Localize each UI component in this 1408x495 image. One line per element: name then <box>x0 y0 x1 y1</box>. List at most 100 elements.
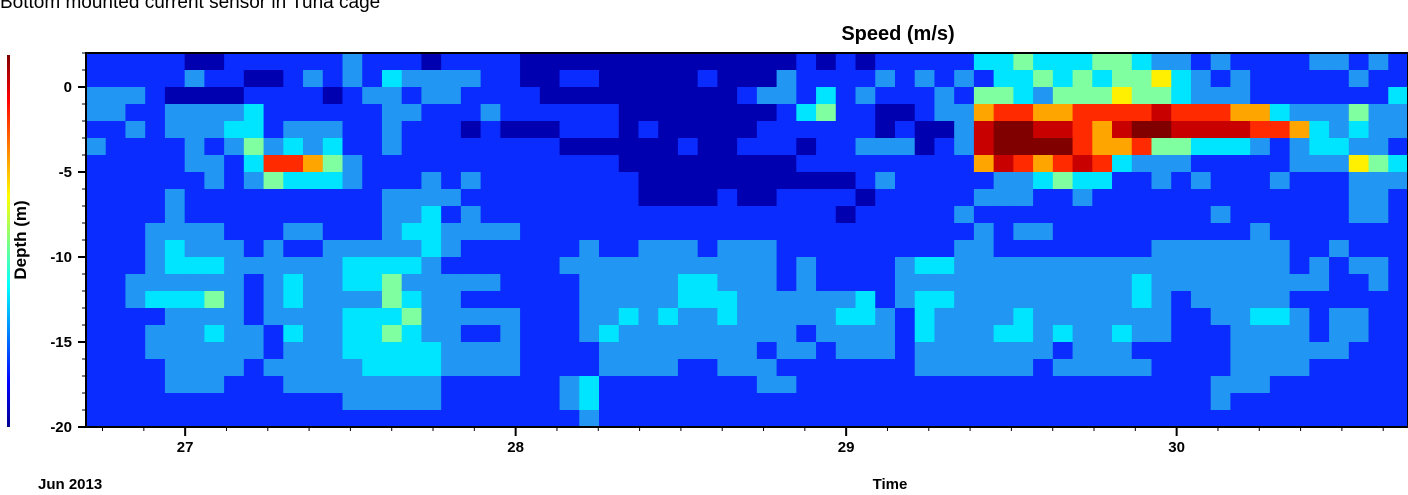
heatmap-cell <box>441 274 462 292</box>
heatmap-cell <box>381 87 403 105</box>
heatmap-cell <box>816 393 837 411</box>
heatmap-cell <box>283 223 304 241</box>
heatmap-cell <box>1131 274 1153 292</box>
heatmap-cell <box>914 376 936 394</box>
heatmap-cell <box>322 376 344 394</box>
heatmap-cell <box>993 342 1014 360</box>
heatmap-cell <box>599 87 620 105</box>
heatmap-cell <box>283 172 304 190</box>
heatmap-cell <box>1072 172 1093 190</box>
heatmap-cell <box>1388 121 1408 139</box>
heatmap-cell <box>1210 138 1232 156</box>
heatmap-cell <box>1348 155 1370 173</box>
heatmap-cell <box>796 359 817 377</box>
heatmap-cell <box>1052 70 1074 88</box>
heatmap-cell <box>184 138 205 156</box>
heatmap-cell <box>480 393 501 411</box>
heatmap-cell <box>717 70 738 88</box>
heatmap-cell <box>599 274 620 292</box>
heatmap-cell <box>855 325 876 343</box>
heatmap-cell <box>520 240 541 258</box>
heatmap-cell <box>1368 104 1389 122</box>
heatmap-cell <box>835 155 857 173</box>
heatmap-cell <box>1112 189 1133 207</box>
heatmap-cell <box>520 342 541 360</box>
heatmap-cell <box>1388 223 1408 241</box>
heatmap-cell <box>1131 172 1153 190</box>
heatmap-cell <box>480 189 501 207</box>
heatmap-cell <box>460 87 482 105</box>
heatmap-cell <box>1033 393 1054 411</box>
heatmap-cell <box>322 189 344 207</box>
heatmap-cell <box>875 308 896 326</box>
heatmap-cell <box>401 291 423 309</box>
heatmap-cell <box>1348 359 1370 377</box>
heatmap-cell <box>875 206 896 224</box>
heatmap-cell <box>381 325 403 343</box>
heatmap-cell <box>1289 291 1310 309</box>
heatmap-cell <box>697 138 718 156</box>
heatmap-cell <box>204 104 225 122</box>
heatmap-cell <box>914 393 936 411</box>
heatmap-cell <box>894 342 916 360</box>
heatmap-cell <box>224 121 245 139</box>
heatmap-cell <box>184 155 205 173</box>
heatmap-cell <box>145 274 166 292</box>
heatmap-cell <box>243 138 265 156</box>
heatmap-cell <box>993 393 1014 411</box>
heatmap-cell <box>816 308 837 326</box>
heatmap-cell <box>500 104 521 122</box>
heatmap-cell <box>441 206 462 224</box>
heatmap-cell <box>480 410 501 428</box>
heatmap-cell <box>993 53 1014 71</box>
heatmap-cell <box>1112 342 1133 360</box>
heatmap-cell <box>500 155 521 173</box>
heatmap-cell <box>697 70 718 88</box>
heatmap-cell <box>1131 121 1153 139</box>
heatmap-cell <box>1112 104 1133 122</box>
heatmap-cell <box>954 206 975 224</box>
heatmap-cell <box>1190 70 1212 88</box>
heatmap-cell <box>1052 274 1074 292</box>
heatmap-cell <box>480 206 501 224</box>
heatmap-cell <box>1250 206 1271 224</box>
heatmap-cell <box>184 393 205 411</box>
heatmap-cell <box>1190 376 1212 394</box>
heatmap-cell <box>1151 308 1172 326</box>
heatmap-cell <box>1072 53 1093 71</box>
heatmap-cell <box>677 155 699 173</box>
heatmap-cell <box>1289 376 1310 394</box>
heatmap-cell <box>835 376 857 394</box>
heatmap-cell <box>1269 342 1291 360</box>
heatmap-cell <box>1388 359 1408 377</box>
heatmap-cell <box>796 291 817 309</box>
heatmap-cell <box>697 376 718 394</box>
heatmap-cell <box>303 223 324 241</box>
heatmap-cell <box>677 274 699 292</box>
heatmap-cell <box>184 206 205 224</box>
heatmap-cell <box>1269 393 1291 411</box>
heatmap-cell <box>618 410 640 428</box>
heatmap-cell <box>1131 138 1153 156</box>
heatmap-cell <box>480 240 501 258</box>
heatmap-cell <box>1348 376 1370 394</box>
heatmap-cell <box>204 359 225 377</box>
heatmap-cell <box>342 121 363 139</box>
heatmap-cell <box>500 240 521 258</box>
heatmap-cell <box>1112 308 1133 326</box>
heatmap-cell <box>1171 240 1192 258</box>
heatmap-cell <box>717 410 738 428</box>
heatmap-cell <box>204 325 225 343</box>
heatmap-cell <box>1190 257 1212 275</box>
heatmap-cell <box>855 393 876 411</box>
heatmap-cell <box>1329 206 1350 224</box>
heatmap-cell <box>1112 172 1133 190</box>
heatmap-cell <box>441 138 462 156</box>
heatmap-cell <box>362 376 383 394</box>
heatmap-cell <box>737 274 758 292</box>
heatmap-cell <box>618 308 640 326</box>
heatmap-cell <box>145 325 166 343</box>
heatmap-cell <box>1348 257 1370 275</box>
heatmap-cell <box>816 104 837 122</box>
heatmap-cell <box>1033 240 1054 258</box>
